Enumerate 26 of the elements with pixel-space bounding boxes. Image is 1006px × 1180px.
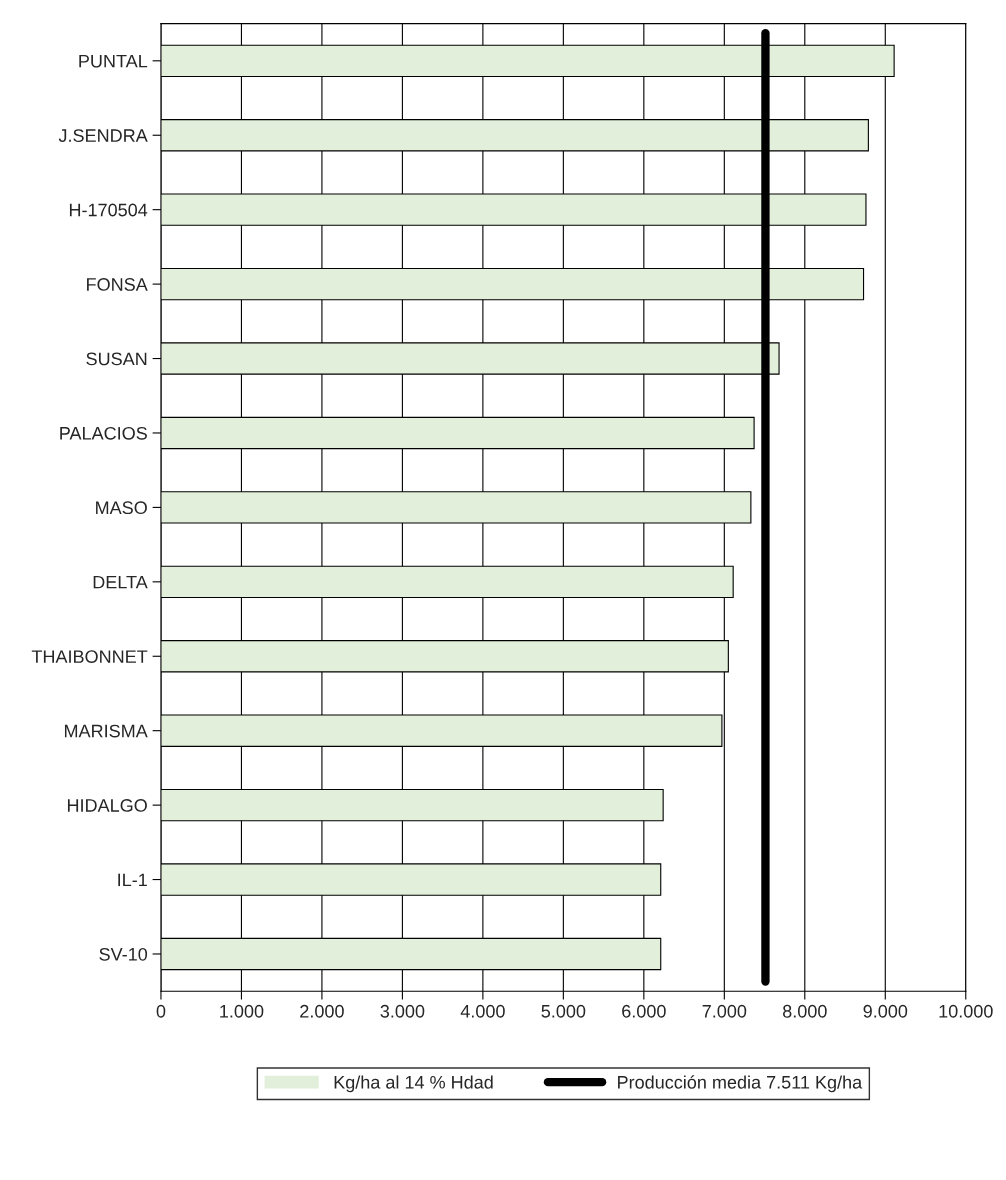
y-tick-label: MARISMA [64,724,148,738]
y-tick-label: J.SENDRA [58,129,148,142]
x-tick-label: 1.000 [220,1004,264,1018]
legend-label: Producción media 7.511 Kg/ha [618,1075,863,1093]
y-tick-label: H-170504 [69,203,148,217]
y-tick-label: SV-10 [99,947,148,961]
x-tick-label: 8.000 [783,1004,827,1018]
x-tick-label: 0 [156,1004,166,1018]
x-tick-label: 3.000 [380,1004,425,1018]
x-tick-label: 6.000 [622,1004,666,1018]
x-tick-label: 2.000 [300,1004,344,1018]
legend-label: Kg/ha al 14 % Hdad [334,1075,493,1093]
x-tick-label: 5.000 [541,1004,586,1018]
x-tick-label: 9.000 [863,1004,908,1018]
y-tick-label: MASO [96,501,147,515]
x-tick-label: 4.000 [460,1004,505,1018]
y-tick-label: FONSA [87,278,148,291]
y-tick-label: SUSAN [86,352,147,366]
y-tick-label: THAIBONNET [31,650,148,663]
y-tick-label: DELTA [93,575,148,589]
x-tick-label: 7.000 [702,1004,747,1018]
x-tick-label: 10.000 [939,1004,993,1018]
y-tick-label: PUNTAL [79,54,148,68]
y-tick-label: HIDALGO [67,799,147,812]
y-tick-label: PALACIOS [60,426,147,440]
y-tick-label: IL-1 [118,873,147,887]
